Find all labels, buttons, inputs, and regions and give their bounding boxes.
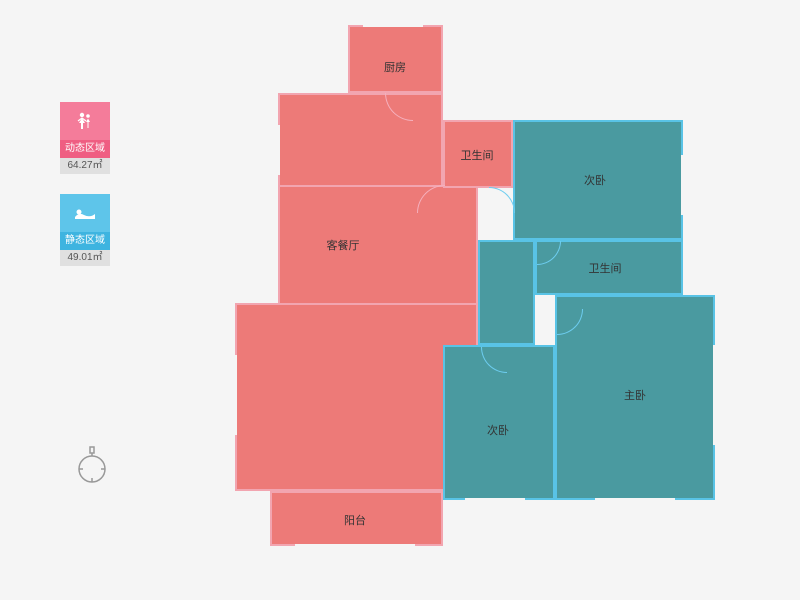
window-gap bbox=[276, 125, 280, 175]
legend-dynamic-area: 64.27㎡ bbox=[60, 158, 110, 174]
room-label-balcony: 阳台 bbox=[344, 512, 366, 528]
window-gap bbox=[233, 355, 237, 435]
window-gap bbox=[363, 23, 423, 27]
room-label-bath1: 卫生间 bbox=[461, 147, 494, 163]
room-label-bed2a: 次卧 bbox=[584, 172, 606, 188]
sleep-icon bbox=[72, 203, 98, 223]
room-corridor bbox=[478, 240, 535, 345]
room-living3 bbox=[235, 303, 478, 491]
room-label-bath2: 卫生间 bbox=[589, 260, 622, 276]
window-gap bbox=[465, 498, 525, 502]
legend-dynamic: 动态区域 64.27㎡ bbox=[60, 102, 110, 174]
legend-static-area: 49.01㎡ bbox=[60, 250, 110, 266]
room-living2 bbox=[278, 185, 478, 305]
legend-dynamic-icon bbox=[60, 102, 110, 140]
window-gap bbox=[295, 544, 415, 548]
room-label-master: 主卧 bbox=[624, 387, 646, 403]
legend-dynamic-label: 动态区域 bbox=[60, 140, 110, 158]
room-label-kitchen: 厨房 bbox=[384, 59, 406, 75]
room-living bbox=[278, 93, 443, 188]
legend-panel: 动态区域 64.27㎡ 静态区域 49.01㎡ bbox=[60, 102, 120, 286]
window-gap bbox=[595, 498, 675, 502]
floorplan: 厨房客餐厅卫生间阳台次卧卫生间主卧次卧 bbox=[235, 25, 720, 570]
legend-static: 静态区域 49.01㎡ bbox=[60, 194, 110, 266]
people-icon bbox=[73, 109, 97, 133]
room-label-bed2b: 次卧 bbox=[487, 422, 509, 438]
window-gap bbox=[681, 155, 685, 215]
legend-static-label: 静态区域 bbox=[60, 232, 110, 250]
window-gap bbox=[713, 345, 717, 445]
compass-icon bbox=[75, 445, 109, 490]
legend-static-icon bbox=[60, 194, 110, 232]
door-arc bbox=[489, 187, 515, 213]
room-label-living2: 客餐厅 bbox=[327, 237, 360, 253]
